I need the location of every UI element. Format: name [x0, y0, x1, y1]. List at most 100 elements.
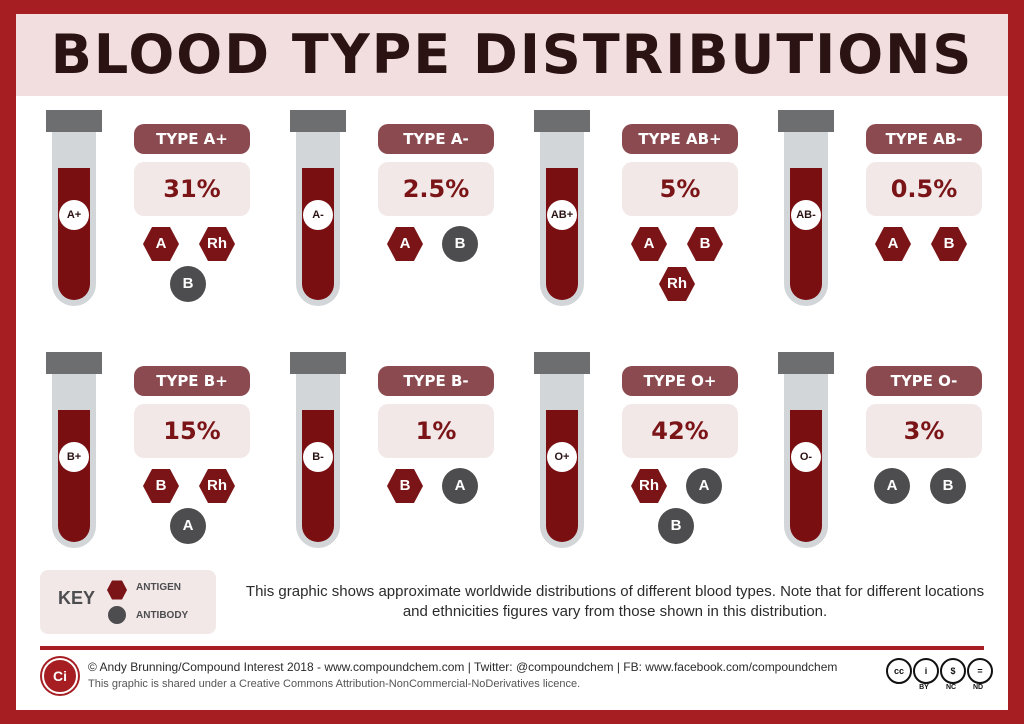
antigen-icon: B [386, 468, 424, 504]
tube-label: B+ [59, 442, 89, 472]
antibody-icon: A [442, 468, 478, 504]
type-label: TYPE B- [378, 366, 494, 396]
percentage: 15% [134, 404, 250, 458]
nc-icon: $ [940, 658, 966, 684]
antibody-icon: A [686, 468, 722, 504]
type-label: TYPE A- [378, 124, 494, 154]
blood-fill [546, 410, 578, 542]
blood-fill [790, 410, 822, 542]
tube-cap [290, 352, 346, 374]
nc-label: NC [945, 684, 957, 691]
blood-type-card: B+ TYPE B+ 15% B Rh A [44, 352, 284, 582]
blood-type-card: B- TYPE B- 1% B A [288, 352, 528, 582]
note-text: This graphic shows approximate worldwide… [245, 583, 985, 620]
type-label: TYPE B+ [134, 366, 250, 396]
antigen-label: A [155, 235, 167, 252]
key-antigen-label: ANTIGEN [136, 582, 181, 593]
antigen-label: A [643, 235, 655, 252]
antigen-icon: B [930, 226, 968, 262]
tube-cap [778, 110, 834, 132]
tube-cap [46, 110, 102, 132]
blood-fill [790, 168, 822, 300]
licence-text: This graphic is shared under a Creative … [88, 678, 581, 690]
blood-type-card: O+ TYPE O+ 42% Rh A B [532, 352, 772, 582]
percentage: 1% [378, 404, 494, 458]
antibody-icon: B [170, 266, 206, 302]
antigen-icon: B [142, 468, 180, 504]
tube-label: AB+ [547, 200, 577, 230]
antigen-label: B [943, 235, 955, 252]
blood-type-card: AB- TYPE AB- 0.5% A B [776, 110, 1016, 340]
antigen-label: B [699, 235, 711, 252]
antigen-label: B [399, 477, 411, 494]
tube-label: O+ [547, 442, 577, 472]
key-box: KEY ANTIGEN ANTIBODY [40, 570, 216, 634]
divider [40, 646, 984, 650]
antigen-label: A [887, 235, 899, 252]
percentage: 5% [622, 162, 738, 216]
antigen-label: Rh [639, 477, 659, 494]
blood-type-card: AB+ TYPE AB+ 5% A B Rh [532, 110, 772, 340]
nd-label: ND [972, 684, 984, 691]
percentage: 31% [134, 162, 250, 216]
cc-icon: cc [886, 658, 912, 684]
antigen-label: A [399, 235, 411, 252]
tube-cap [534, 110, 590, 132]
antigen-label: Rh [667, 275, 687, 292]
key-antibody-label: ANTIBODY [136, 610, 189, 621]
percentage: 2.5% [378, 162, 494, 216]
blood-fill [302, 410, 334, 542]
blood-fill [58, 168, 90, 300]
antigen-icon: Rh [630, 468, 668, 504]
antigen-label: Rh [207, 235, 227, 252]
compound-interest-logo: Ci [42, 658, 78, 694]
tube-label: A+ [59, 200, 89, 230]
antigen-icon: Rh [198, 468, 236, 504]
tube-cap [290, 110, 346, 132]
tube-label: AB- [791, 200, 821, 230]
title-bar: BLOOD TYPE DISTRIBUTIONS [16, 14, 1008, 96]
type-label: TYPE AB+ [622, 124, 738, 154]
type-label: TYPE A+ [134, 124, 250, 154]
percentage: 3% [866, 404, 982, 458]
antigen-key-icon [107, 580, 127, 600]
antigen-icon: A [142, 226, 180, 262]
type-label: TYPE O- [866, 366, 982, 396]
antigen-label: B [155, 477, 167, 494]
by-icon: i [913, 658, 939, 684]
blood-fill [546, 168, 578, 300]
blood-type-card: O- TYPE O- 3% A B [776, 352, 1016, 582]
tube-cap [778, 352, 834, 374]
blood-fill [302, 168, 334, 300]
page-title: BLOOD TYPE DISTRIBUTIONS [50, 23, 974, 86]
creative-commons-badge: cc i $ = BY NC ND [886, 658, 993, 692]
by-label: BY [919, 684, 929, 691]
antigen-label: Rh [207, 477, 227, 494]
antibody-icon: A [874, 468, 910, 504]
blood-type-card: A+ TYPE A+ 31% A Rh B [44, 110, 284, 340]
antigen-icon: Rh [658, 266, 696, 302]
antigen-icon: A [630, 226, 668, 262]
type-label: TYPE O+ [622, 366, 738, 396]
blood-type-card: A- TYPE A- 2.5% A B [288, 110, 528, 340]
tube-label: O- [791, 442, 821, 472]
credit-text: © Andy Brunning/Compound Interest 2018 -… [88, 660, 838, 674]
tube-cap [534, 352, 590, 374]
antigen-icon: B [686, 226, 724, 262]
blood-fill [58, 410, 90, 542]
tube-label: A- [303, 200, 333, 230]
antigen-icon: A [386, 226, 424, 262]
percentage: 42% [622, 404, 738, 458]
percentage: 0.5% [866, 162, 982, 216]
nd-icon: = [967, 658, 993, 684]
antibody-icon: B [658, 508, 694, 544]
tube-label: B- [303, 442, 333, 472]
tube-cap [46, 352, 102, 374]
antibody-icon: A [170, 508, 206, 544]
antigen-icon: A [874, 226, 912, 262]
infographic-frame: BLOOD TYPE DISTRIBUTIONS A+ TYPE A+ 31% A Rh… [16, 14, 1008, 710]
antibody-icon: B [930, 468, 966, 504]
type-label: TYPE AB- [866, 124, 982, 154]
antibody-key-icon [108, 606, 126, 624]
key-title: KEY [58, 588, 96, 608]
